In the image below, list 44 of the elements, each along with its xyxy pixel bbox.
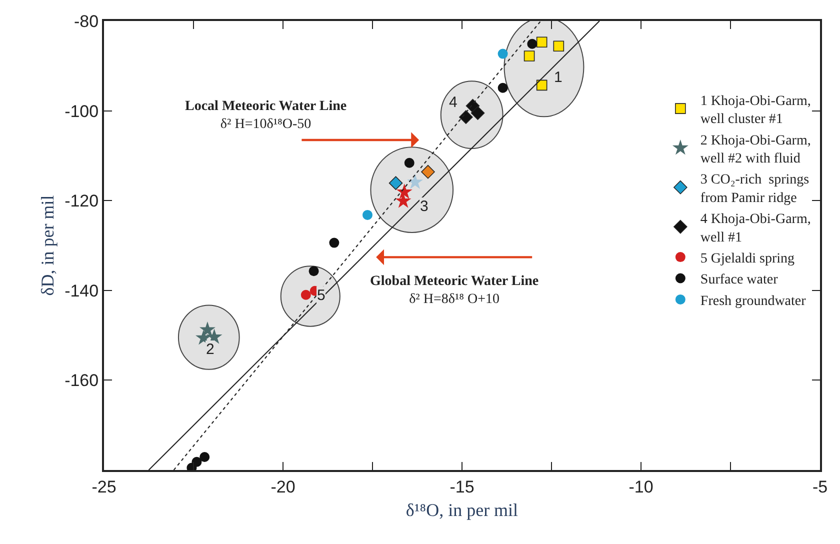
- legend-label: Surface water: [700, 272, 778, 288]
- point: [498, 82, 508, 93]
- legend-label: 4 Khoja-Obi-Garm, well #1: [700, 212, 811, 246]
- point: [362, 210, 372, 220]
- y-tick-label: -80: [74, 12, 99, 31]
- annotation: 1: [554, 69, 562, 86]
- annotation: Global Meteoric Water Line δ² H=8δ¹⁸ O+10: [370, 274, 539, 308]
- point: [536, 80, 548, 91]
- point: [404, 158, 414, 168]
- annotation: 4: [449, 94, 458, 111]
- point: [300, 290, 311, 300]
- y-tick-label: -100: [64, 102, 99, 121]
- point: [536, 36, 548, 48]
- point: [527, 38, 538, 49]
- point: [407, 174, 424, 189]
- point: [470, 106, 485, 120]
- point: [498, 48, 508, 59]
- x-tick-label: -25: [92, 477, 116, 496]
- annotation: 2: [206, 341, 214, 358]
- x-tick-label: -5: [812, 477, 828, 496]
- point: [200, 452, 210, 462]
- legend-label: 1 Khoja-Obi-Garm, well cluster #1: [700, 94, 811, 128]
- point: [192, 456, 202, 467]
- point: [553, 40, 564, 52]
- y-axis-title: δD, in per mil: [37, 195, 58, 296]
- point: [308, 266, 319, 276]
- point: [421, 164, 435, 179]
- x-axis-title: δ¹⁸O, in per mil: [406, 500, 518, 520]
- annotation: 5: [317, 287, 326, 304]
- point: [329, 238, 340, 248]
- legend-label: 3 CO₂-rich springs from Pamir ridge: [700, 172, 810, 206]
- annotation: 3: [420, 198, 428, 215]
- point: [524, 50, 535, 62]
- y-tick-label: -120: [64, 192, 99, 211]
- legend-label: 2 Khoja-Obi-Garm, well #2 with fluid: [700, 133, 811, 167]
- legend-label: Fresh groundwater: [700, 294, 806, 309]
- x-tick-label: -15: [450, 477, 474, 496]
- y-tick-label: -160: [64, 371, 99, 390]
- y-tick-label: -140: [64, 281, 99, 300]
- x-tick-label: -20: [270, 477, 296, 496]
- legend-label: 5 Gjelaldi spring: [700, 252, 795, 267]
- x-tick-label: -10: [628, 477, 654, 496]
- point: [459, 110, 473, 124]
- annotation: Local Meteoric Water Line δ² H=10δ¹⁸O-50: [185, 99, 347, 132]
